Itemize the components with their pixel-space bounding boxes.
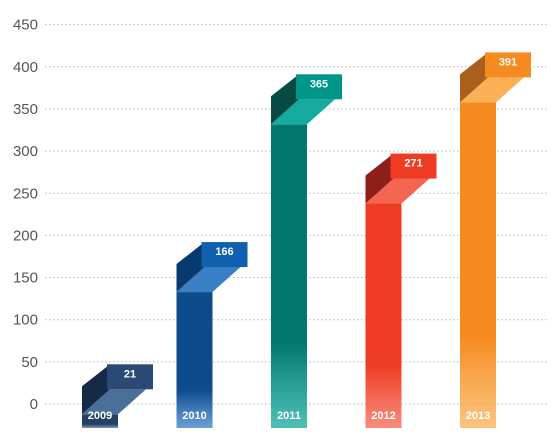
y-tick-label: 400 — [13, 59, 38, 76]
y-tick-label: 50 — [21, 354, 38, 371]
data-label: 21 — [124, 368, 136, 380]
bar-front — [82, 414, 118, 428]
y-tick-label: 200 — [13, 227, 38, 244]
bar-front — [365, 203, 402, 428]
bar-ramp — [460, 77, 524, 103]
bar-front — [271, 124, 307, 429]
bar-tag — [296, 74, 342, 100]
bar-tag-side — [82, 364, 110, 415]
bar-front — [176, 292, 213, 428]
y-axis: 0 50 100 150 200 250 300 350 400 450 — [13, 17, 38, 413]
y-tick-label: 100 — [13, 312, 38, 329]
bar-2011: 365 2011 — [271, 74, 342, 429]
bar-tag-side — [460, 52, 488, 103]
data-label: 166 — [215, 246, 233, 258]
bar-tag — [201, 242, 248, 268]
x-tick-label: 2011 — [277, 410, 301, 422]
bar-2010: 166 2010 — [176, 242, 248, 428]
x-tick-label: 2012 — [371, 410, 395, 422]
bar-ramp — [82, 389, 146, 415]
bar-tag — [485, 52, 531, 78]
x-tick-label: 2010 — [182, 410, 206, 422]
bar-tag-side — [365, 153, 394, 204]
bar-tag — [390, 153, 437, 179]
x-tick-label: 2009 — [88, 410, 112, 422]
y-tick-label: 450 — [13, 17, 38, 34]
bar-2012: 271 2012 — [365, 153, 437, 428]
bar-tag-side — [176, 242, 205, 293]
y-tick-label: 250 — [13, 185, 38, 202]
bars: 21 2009 166 2010 365 2011 271 2012 391 2013 — [82, 52, 531, 429]
y-tick-label: 150 — [13, 270, 38, 287]
data-label: 365 — [310, 78, 328, 90]
bar-tag — [107, 364, 153, 390]
y-tick-label: 350 — [13, 101, 38, 118]
bar-ramp — [365, 178, 430, 204]
bar-ramp — [176, 267, 241, 293]
data-label: 271 — [404, 158, 422, 170]
data-label: 391 — [499, 56, 517, 68]
x-tick-label: 2013 — [466, 410, 490, 422]
y-tick-label: 300 — [13, 143, 38, 160]
bar-tag-side — [271, 74, 299, 125]
bar-front — [460, 102, 496, 429]
bar-2009: 21 2009 — [82, 364, 153, 428]
bar-2013: 391 2013 — [460, 52, 531, 429]
bar-ramp — [271, 99, 335, 125]
y-tick-label: 0 — [30, 396, 38, 413]
